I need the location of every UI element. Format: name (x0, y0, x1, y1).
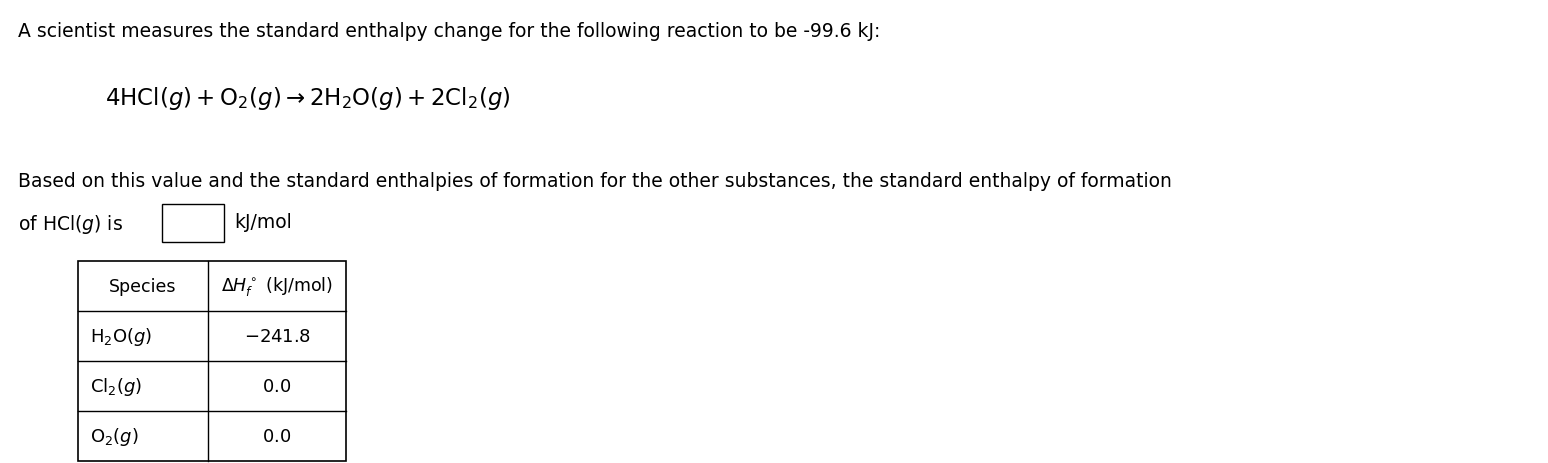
Bar (77, 262, 347, 461)
Text: A scientist measures the standard enthalpy change for the following reaction to : A scientist measures the standard enthal… (19, 22, 881, 41)
Text: $\mathrm{O_2}(g)$: $\mathrm{O_2}(g)$ (90, 425, 139, 447)
Text: Species: Species (110, 277, 176, 295)
Text: $0.0$: $0.0$ (262, 377, 291, 395)
Text: $\mathrm{H_2O}(g)$: $\mathrm{H_2O}(g)$ (90, 325, 152, 347)
Bar (163, 205, 224, 243)
Text: of HCl$(g)$ is: of HCl$(g)$ is (19, 213, 122, 236)
Text: $\Delta H_f^\circ$ (kJ/mol): $\Delta H_f^\circ$ (kJ/mol) (221, 275, 333, 298)
Text: Based on this value and the standard enthalpies of formation for the other subst: Based on this value and the standard ent… (19, 172, 1172, 191)
Text: $\mathrm{Cl_2}(g)$: $\mathrm{Cl_2}(g)$ (90, 375, 142, 397)
Text: kJ/mol: kJ/mol (234, 213, 291, 232)
Text: $0.0$: $0.0$ (262, 427, 291, 445)
Text: $4\mathrm{HCl}(g) + \mathrm{O_2}(g) \rightarrow 2\mathrm{H_2O}(g) + 2\mathrm{Cl_: $4\mathrm{HCl}(g) + \mathrm{O_2}(g) \rig… (105, 85, 511, 112)
Text: $-241.8$: $-241.8$ (243, 327, 311, 345)
